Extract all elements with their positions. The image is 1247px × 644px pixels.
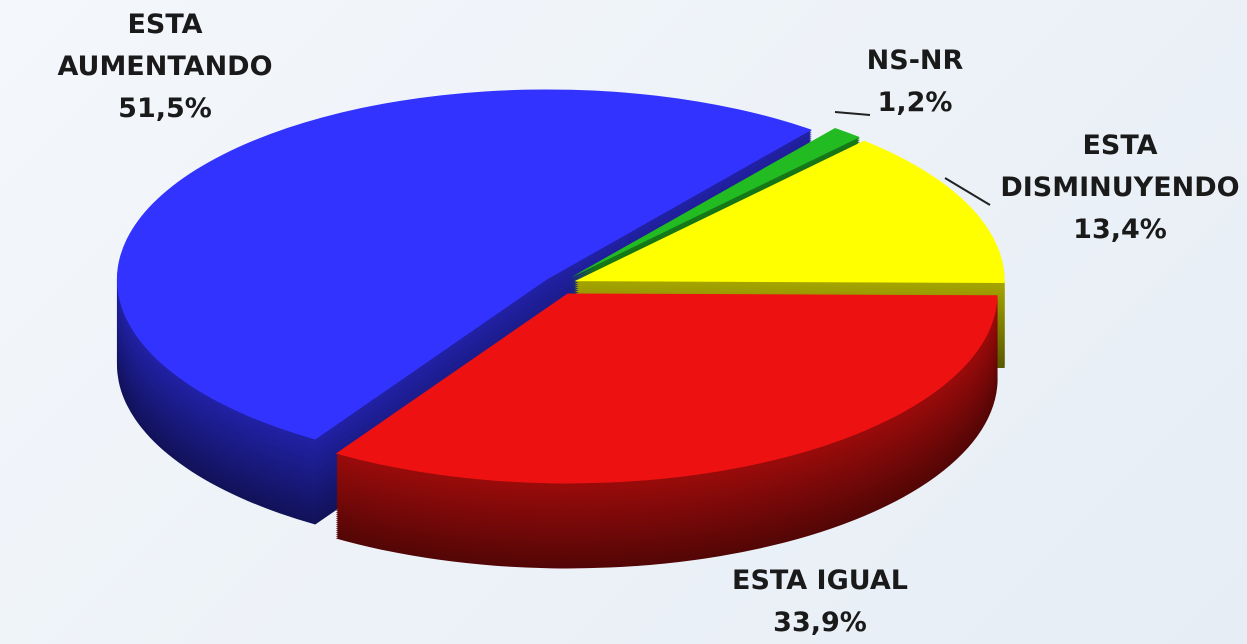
slice bbox=[116, 89, 812, 440]
label-name: ESTA AUMENTANDO bbox=[57, 9, 273, 82]
slice-label: ESTA DISMINUYENDO 13,4% bbox=[985, 125, 1247, 251]
slice-label: ESTA IGUAL 33,9% bbox=[680, 560, 960, 644]
slice-label: ESTA AUMENTANDO 51,5% bbox=[40, 4, 290, 130]
label-name: NS-NR bbox=[866, 45, 964, 76]
slice bbox=[570, 127, 860, 278]
label-value: 13,4% bbox=[1073, 214, 1167, 245]
label-name: ESTA IGUAL bbox=[732, 565, 908, 596]
label-value: 33,9% bbox=[773, 607, 867, 638]
label-value: 51,5% bbox=[118, 93, 212, 124]
leader-line bbox=[944, 177, 991, 206]
label-name: ESTA DISMINUYENDO bbox=[1000, 130, 1240, 203]
leader-line bbox=[834, 111, 871, 116]
slice-label: NS-NR 1,2% bbox=[820, 40, 1010, 124]
slice-tops bbox=[116, 89, 1005, 484]
slice bbox=[574, 140, 1005, 284]
label-value: 1,2% bbox=[877, 87, 953, 118]
slice bbox=[335, 293, 998, 484]
